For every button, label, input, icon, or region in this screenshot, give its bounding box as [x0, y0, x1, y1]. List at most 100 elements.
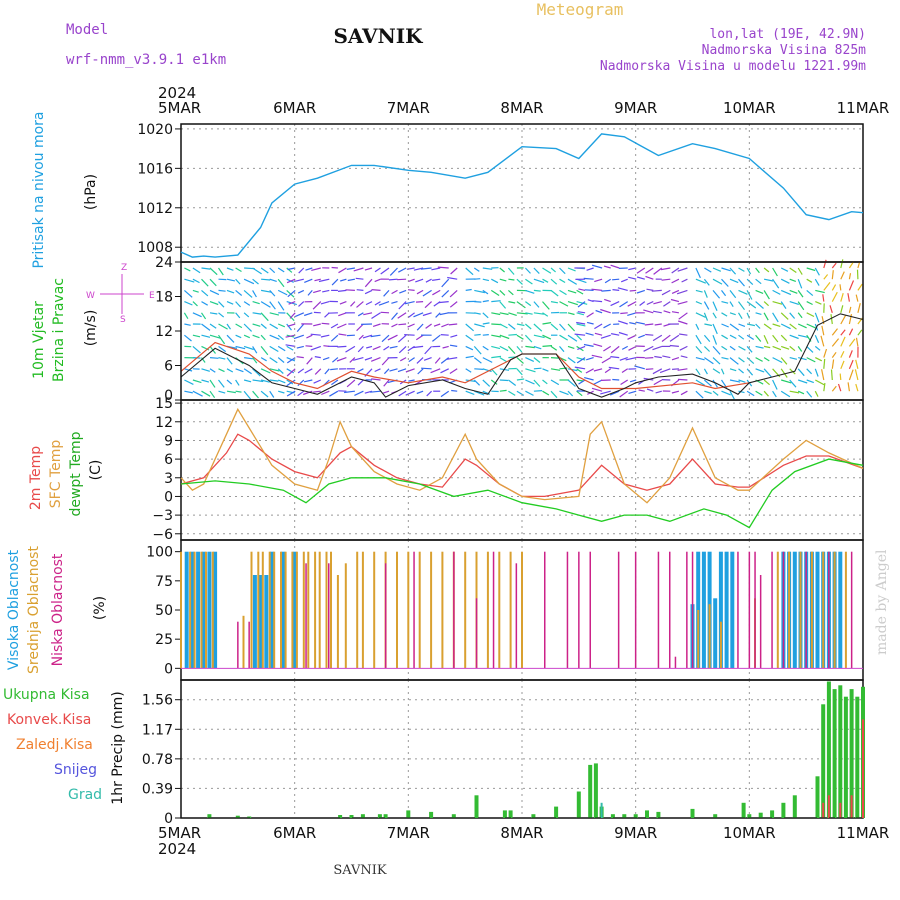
- wind-arrow: [304, 278, 313, 283]
- wind-arrow: [550, 390, 558, 399]
- wind-arrow: [821, 325, 825, 336]
- wind-arrow: [310, 333, 321, 336]
- cloud-high-bar: [207, 551, 212, 669]
- wind-arrow: [482, 312, 489, 319]
- wind-arrow: [712, 357, 721, 365]
- wind-arrow: [663, 301, 671, 307]
- wind-arrow: [789, 379, 797, 388]
- y-tick-label: 24: [155, 255, 173, 271]
- wind-arrow: [677, 267, 688, 272]
- wind-arrow: [371, 289, 381, 291]
- wind-arrow: [620, 278, 628, 283]
- y-tick-label: 1.56: [142, 693, 173, 709]
- cloud-high-bar: [713, 598, 718, 669]
- wind-arrow: [366, 345, 373, 349]
- wind-arrow: [755, 267, 760, 274]
- wind-arrow: [584, 289, 594, 291]
- wind-arrow: [848, 350, 853, 358]
- wind-arrow: [772, 312, 779, 323]
- cloud-high-bar: [792, 551, 797, 669]
- wind-arrow: [704, 390, 712, 395]
- wind-arrow: [260, 267, 269, 274]
- wind-arrow: [643, 345, 654, 352]
- cloud-high-bar: [184, 551, 189, 669]
- wind-arrow: [269, 289, 276, 297]
- wind-arrow: [421, 367, 432, 370]
- precip-bar: [822, 802, 825, 818]
- wind-arrow: [840, 336, 846, 347]
- wind-arrow: [499, 379, 509, 382]
- wind-arrow: [330, 323, 339, 329]
- y-tick-label: 50: [155, 603, 173, 619]
- cloud-mid-bar: [708, 604, 711, 669]
- wind-arrow: [772, 323, 781, 327]
- wind-arrow: [243, 368, 252, 375]
- wind-arrow: [235, 323, 243, 329]
- wind-arrow: [269, 323, 279, 330]
- wind-arrow: [404, 334, 415, 336]
- wind-arrow: [307, 290, 313, 296]
- precip-bar: [451, 814, 456, 818]
- wind-arrow: [260, 346, 269, 356]
- cloud-high-bar: [213, 551, 218, 669]
- model-name: wrf-nmm_v3.9.1 e1km: [66, 52, 226, 68]
- wind-arrow: [746, 278, 754, 286]
- wind-arrow: [380, 267, 390, 275]
- wind-arrow: [644, 357, 654, 359]
- wind-arrow: [244, 357, 253, 360]
- wind-arrow: [426, 390, 433, 397]
- cloud-low-bar: [515, 563, 518, 669]
- wind-arrow: [474, 312, 481, 315]
- cloud-mid-bar: [509, 551, 512, 669]
- wind-arrow: [491, 345, 501, 350]
- wind-arrow: [440, 357, 450, 364]
- wind-arrow: [482, 368, 492, 373]
- wind-arrow: [679, 333, 688, 336]
- wind-arrow: [780, 312, 789, 320]
- date-label-bottom: 5MAR: [158, 824, 201, 842]
- wind-arrow: [313, 323, 321, 327]
- wind-arrow: [337, 345, 347, 348]
- wind-arrow: [389, 267, 398, 276]
- precip-bar: [508, 810, 513, 818]
- wind-arrow: [405, 368, 415, 373]
- precip-bar: [383, 814, 388, 818]
- wind-arrow: [695, 390, 704, 399]
- wind-arrow: [671, 390, 680, 394]
- cloud-high-bar: [838, 551, 843, 669]
- wind-arrow: [465, 288, 472, 291]
- wind-arrow: [201, 301, 209, 306]
- cloud-low-bar: [691, 551, 694, 669]
- wind-arrow: [576, 357, 586, 361]
- wind-arrow: [695, 301, 703, 305]
- wind-arrow: [218, 289, 226, 292]
- wind-arrow: [680, 355, 688, 359]
- wind-arrow: [286, 357, 296, 362]
- wind-arrow: [331, 379, 339, 386]
- wind-arrow: [252, 334, 260, 339]
- wind-arrow: [703, 334, 711, 342]
- meteogram-title: Meteogram: [537, 0, 624, 19]
- wind-arrow: [721, 323, 729, 328]
- precip-bar: [713, 814, 718, 818]
- wind-arrow: [646, 301, 654, 306]
- wind-arrow: [416, 390, 424, 395]
- wind-arrow: [415, 334, 424, 341]
- cloud-mid-bar: [325, 551, 328, 669]
- wind-arrow: [772, 334, 779, 343]
- wind-arrow: [604, 278, 612, 284]
- wind-arrow: [600, 390, 611, 395]
- wind-arrow: [524, 334, 533, 343]
- wind-arrow: [646, 288, 654, 291]
- wind-arrow: [586, 267, 594, 271]
- wind-arrow: [533, 345, 542, 350]
- wind-arrow: [533, 289, 541, 292]
- y-tick-label: 0: [164, 661, 173, 677]
- y-tick-label: 100: [146, 545, 173, 561]
- cloud-high-bar: [190, 551, 195, 669]
- wind-ylabel-1: 10m Vjetar: [31, 301, 47, 379]
- wind-arrow: [815, 357, 823, 362]
- wind-arrow: [604, 368, 612, 374]
- wind-arrow: [672, 368, 679, 370]
- precip-bar: [770, 810, 775, 818]
